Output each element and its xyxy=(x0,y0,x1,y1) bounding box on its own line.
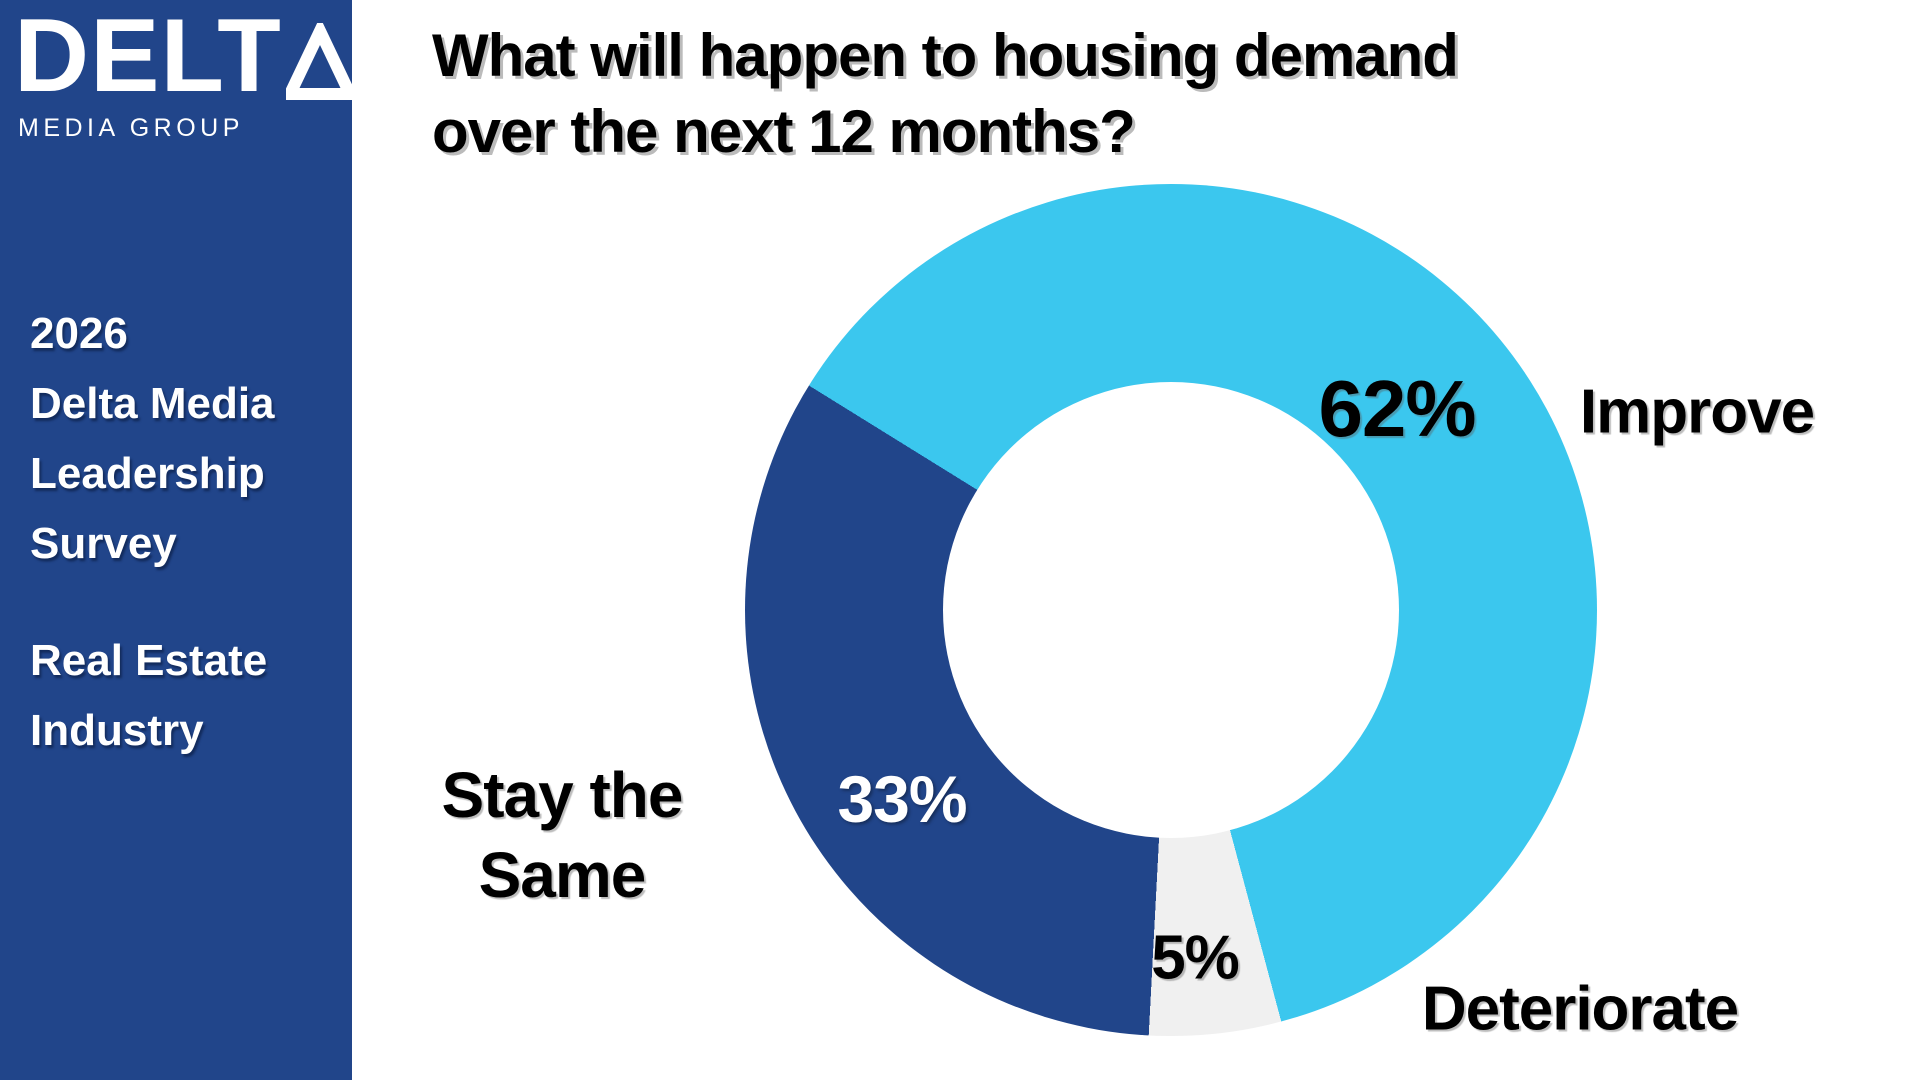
survey-title-block: 2026 Delta Media Leadership Survey xyxy=(30,299,275,579)
logo-wordmark-row: DELT ® xyxy=(14,0,366,114)
stay-label-line-2: Same xyxy=(478,839,647,911)
title-line-2: over the next 12 months? xyxy=(432,98,1136,165)
stay-the-same-category-label: Stay the Same xyxy=(441,755,684,915)
sidebar: DELT ® MEDIA GROUP 2026 Delta Media Lead… xyxy=(0,0,366,1080)
donut-hole xyxy=(943,382,1399,838)
improve-percent-label: 62% xyxy=(1318,364,1476,453)
survey-title-line: Leadership xyxy=(30,449,265,498)
industry-block: Real Estate Industry xyxy=(30,626,267,766)
title-line-1: What will happen to housing demand xyxy=(432,22,1459,89)
delta-triangle-icon xyxy=(280,17,360,106)
delta-media-group-logo: DELT ® MEDIA GROUP xyxy=(14,0,366,143)
improve-category-label: Improve xyxy=(1579,377,1815,447)
stay-the-same-percent-label: 33% xyxy=(837,762,967,836)
deteriorate-category-label: Deteriorate xyxy=(1421,974,1739,1044)
donut-chart xyxy=(745,184,1597,1036)
stay-label-line-1: Stay the xyxy=(441,759,684,831)
industry-line: Real Estate xyxy=(30,636,268,685)
logo-wordmark-text: DELT xyxy=(14,0,282,114)
survey-title-line: 2026 xyxy=(30,309,128,358)
survey-title-line: Delta Media xyxy=(30,379,275,428)
industry-line: Industry xyxy=(30,706,204,755)
chart-question-title: What will happen to housing demand over … xyxy=(432,18,1459,170)
deteriorate-percent-label: 5% xyxy=(1151,923,1240,993)
logo-subtitle: MEDIA GROUP xyxy=(18,114,244,142)
registered-trademark-icon: ® xyxy=(356,22,366,37)
survey-title-line: Survey xyxy=(30,519,177,568)
